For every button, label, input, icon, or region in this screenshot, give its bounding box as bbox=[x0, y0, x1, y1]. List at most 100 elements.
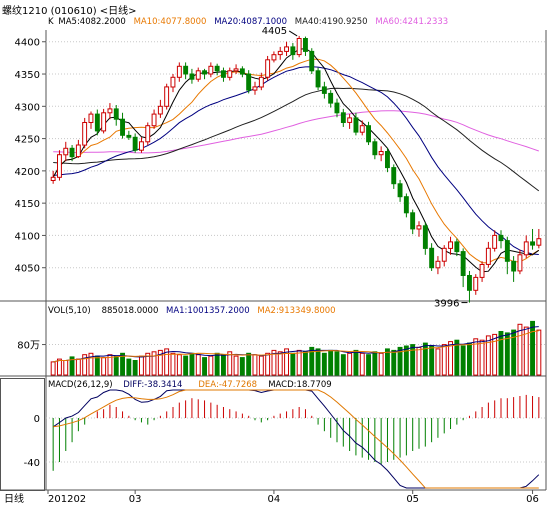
volume-bar bbox=[202, 357, 208, 376]
volume-bar bbox=[221, 354, 226, 376]
volume-bar bbox=[435, 348, 441, 376]
candle-body bbox=[385, 151, 390, 169]
candle-body bbox=[277, 50, 283, 56]
volume-bar bbox=[145, 352, 151, 376]
x-tick-label: 06 bbox=[526, 494, 539, 505]
volume-bar bbox=[403, 345, 409, 376]
candle-body bbox=[271, 54, 277, 61]
candle-body bbox=[233, 68, 239, 72]
volume-bar bbox=[492, 333, 498, 376]
volume-bar bbox=[485, 335, 491, 376]
volume-bar bbox=[347, 352, 353, 376]
candle-body bbox=[214, 65, 220, 72]
candle-body bbox=[227, 70, 233, 78]
volume-bar bbox=[448, 341, 454, 376]
candle-body bbox=[221, 70, 226, 78]
candle-body bbox=[50, 176, 56, 182]
x-tick-label: 05 bbox=[406, 494, 419, 505]
volume-bar bbox=[227, 351, 233, 376]
candle-body bbox=[504, 240, 510, 262]
candle-body bbox=[246, 73, 252, 91]
volume-bar bbox=[139, 355, 144, 376]
volume-bar bbox=[107, 354, 113, 376]
candle-body bbox=[315, 70, 321, 88]
macd-diff-line bbox=[52, 389, 540, 489]
candle-body bbox=[195, 70, 201, 80]
volume-bar bbox=[88, 352, 94, 376]
volume-bar bbox=[309, 346, 315, 376]
candle-body bbox=[113, 108, 119, 120]
volume-bar bbox=[378, 352, 384, 376]
candle-body bbox=[164, 86, 170, 107]
candle-body bbox=[176, 65, 182, 78]
macd-tick-label: 0 bbox=[34, 414, 40, 425]
volume-bar bbox=[176, 354, 182, 376]
low-price-label: 3996 bbox=[434, 299, 459, 310]
price-legend-ma60: MA60:4241.2333 bbox=[375, 17, 448, 27]
volume-bar bbox=[258, 355, 264, 376]
candle-body bbox=[511, 260, 517, 272]
candle-body bbox=[126, 134, 132, 138]
volume-tick-label: 80万 bbox=[17, 341, 40, 352]
candle-body bbox=[523, 241, 529, 256]
candle-body bbox=[157, 105, 163, 115]
volume-bar bbox=[101, 357, 107, 376]
candle-body bbox=[517, 254, 523, 272]
candle-body bbox=[460, 251, 466, 277]
candle-body bbox=[101, 112, 107, 132]
candle-body bbox=[359, 125, 365, 133]
macd-tick-label: -40 bbox=[24, 458, 40, 469]
candle-body bbox=[378, 151, 384, 156]
high-price-label: 4405 bbox=[262, 26, 287, 37]
candle-body bbox=[290, 46, 296, 56]
candle-body bbox=[479, 264, 485, 278]
volume-bar bbox=[359, 352, 365, 376]
volume-legend-ma2: MA2:913349.8000 bbox=[257, 306, 335, 316]
price-legend-ma10: MA10:4077.8000 bbox=[134, 17, 207, 27]
chart-title: 螺纹1210 (010610) <日线> bbox=[2, 6, 137, 17]
candle-body bbox=[366, 125, 372, 143]
volume-bar bbox=[366, 354, 372, 376]
volume-bar bbox=[479, 339, 485, 376]
volume-bar bbox=[391, 349, 397, 376]
candle-body bbox=[429, 247, 435, 269]
volume-bar bbox=[517, 323, 523, 376]
volume-bar bbox=[385, 348, 390, 376]
ma60-line bbox=[53, 110, 539, 154]
candle-body bbox=[372, 141, 378, 156]
candle-body bbox=[189, 73, 195, 80]
volume-bar bbox=[82, 354, 88, 376]
candle-body bbox=[208, 65, 214, 75]
volume-bar bbox=[113, 355, 119, 376]
volume-bar bbox=[410, 344, 416, 376]
volume-bar bbox=[334, 351, 340, 376]
candle-body bbox=[467, 275, 472, 291]
volume-bar bbox=[233, 355, 239, 376]
volume-bar bbox=[460, 345, 466, 376]
ma5-line bbox=[52, 48, 540, 273]
price-legend-k: K bbox=[48, 17, 54, 27]
volume-bar bbox=[151, 351, 157, 376]
price-tick-label: 4350 bbox=[15, 70, 40, 81]
candle-body bbox=[107, 108, 113, 114]
candle-body bbox=[303, 38, 308, 52]
price-legend-ma20: MA20:4087.1000 bbox=[214, 17, 287, 27]
volume-bar bbox=[170, 352, 176, 376]
candle-body bbox=[353, 117, 359, 133]
volume-bar bbox=[315, 348, 321, 376]
candle-body bbox=[403, 196, 409, 214]
candle-body bbox=[88, 113, 94, 123]
volume-bar bbox=[340, 354, 346, 376]
volume-bar bbox=[157, 349, 163, 376]
volume-bar bbox=[290, 352, 296, 376]
candle-body bbox=[265, 59, 271, 78]
price-tick-label: 4200 bbox=[15, 167, 40, 178]
volume-bar bbox=[303, 351, 308, 376]
x-tick-label: 04 bbox=[268, 494, 281, 505]
volume-bar bbox=[498, 331, 504, 376]
candle-body bbox=[183, 65, 189, 75]
volume-bar bbox=[63, 360, 69, 376]
volume-bar bbox=[57, 358, 62, 376]
macd-dea-line bbox=[53, 389, 539, 489]
